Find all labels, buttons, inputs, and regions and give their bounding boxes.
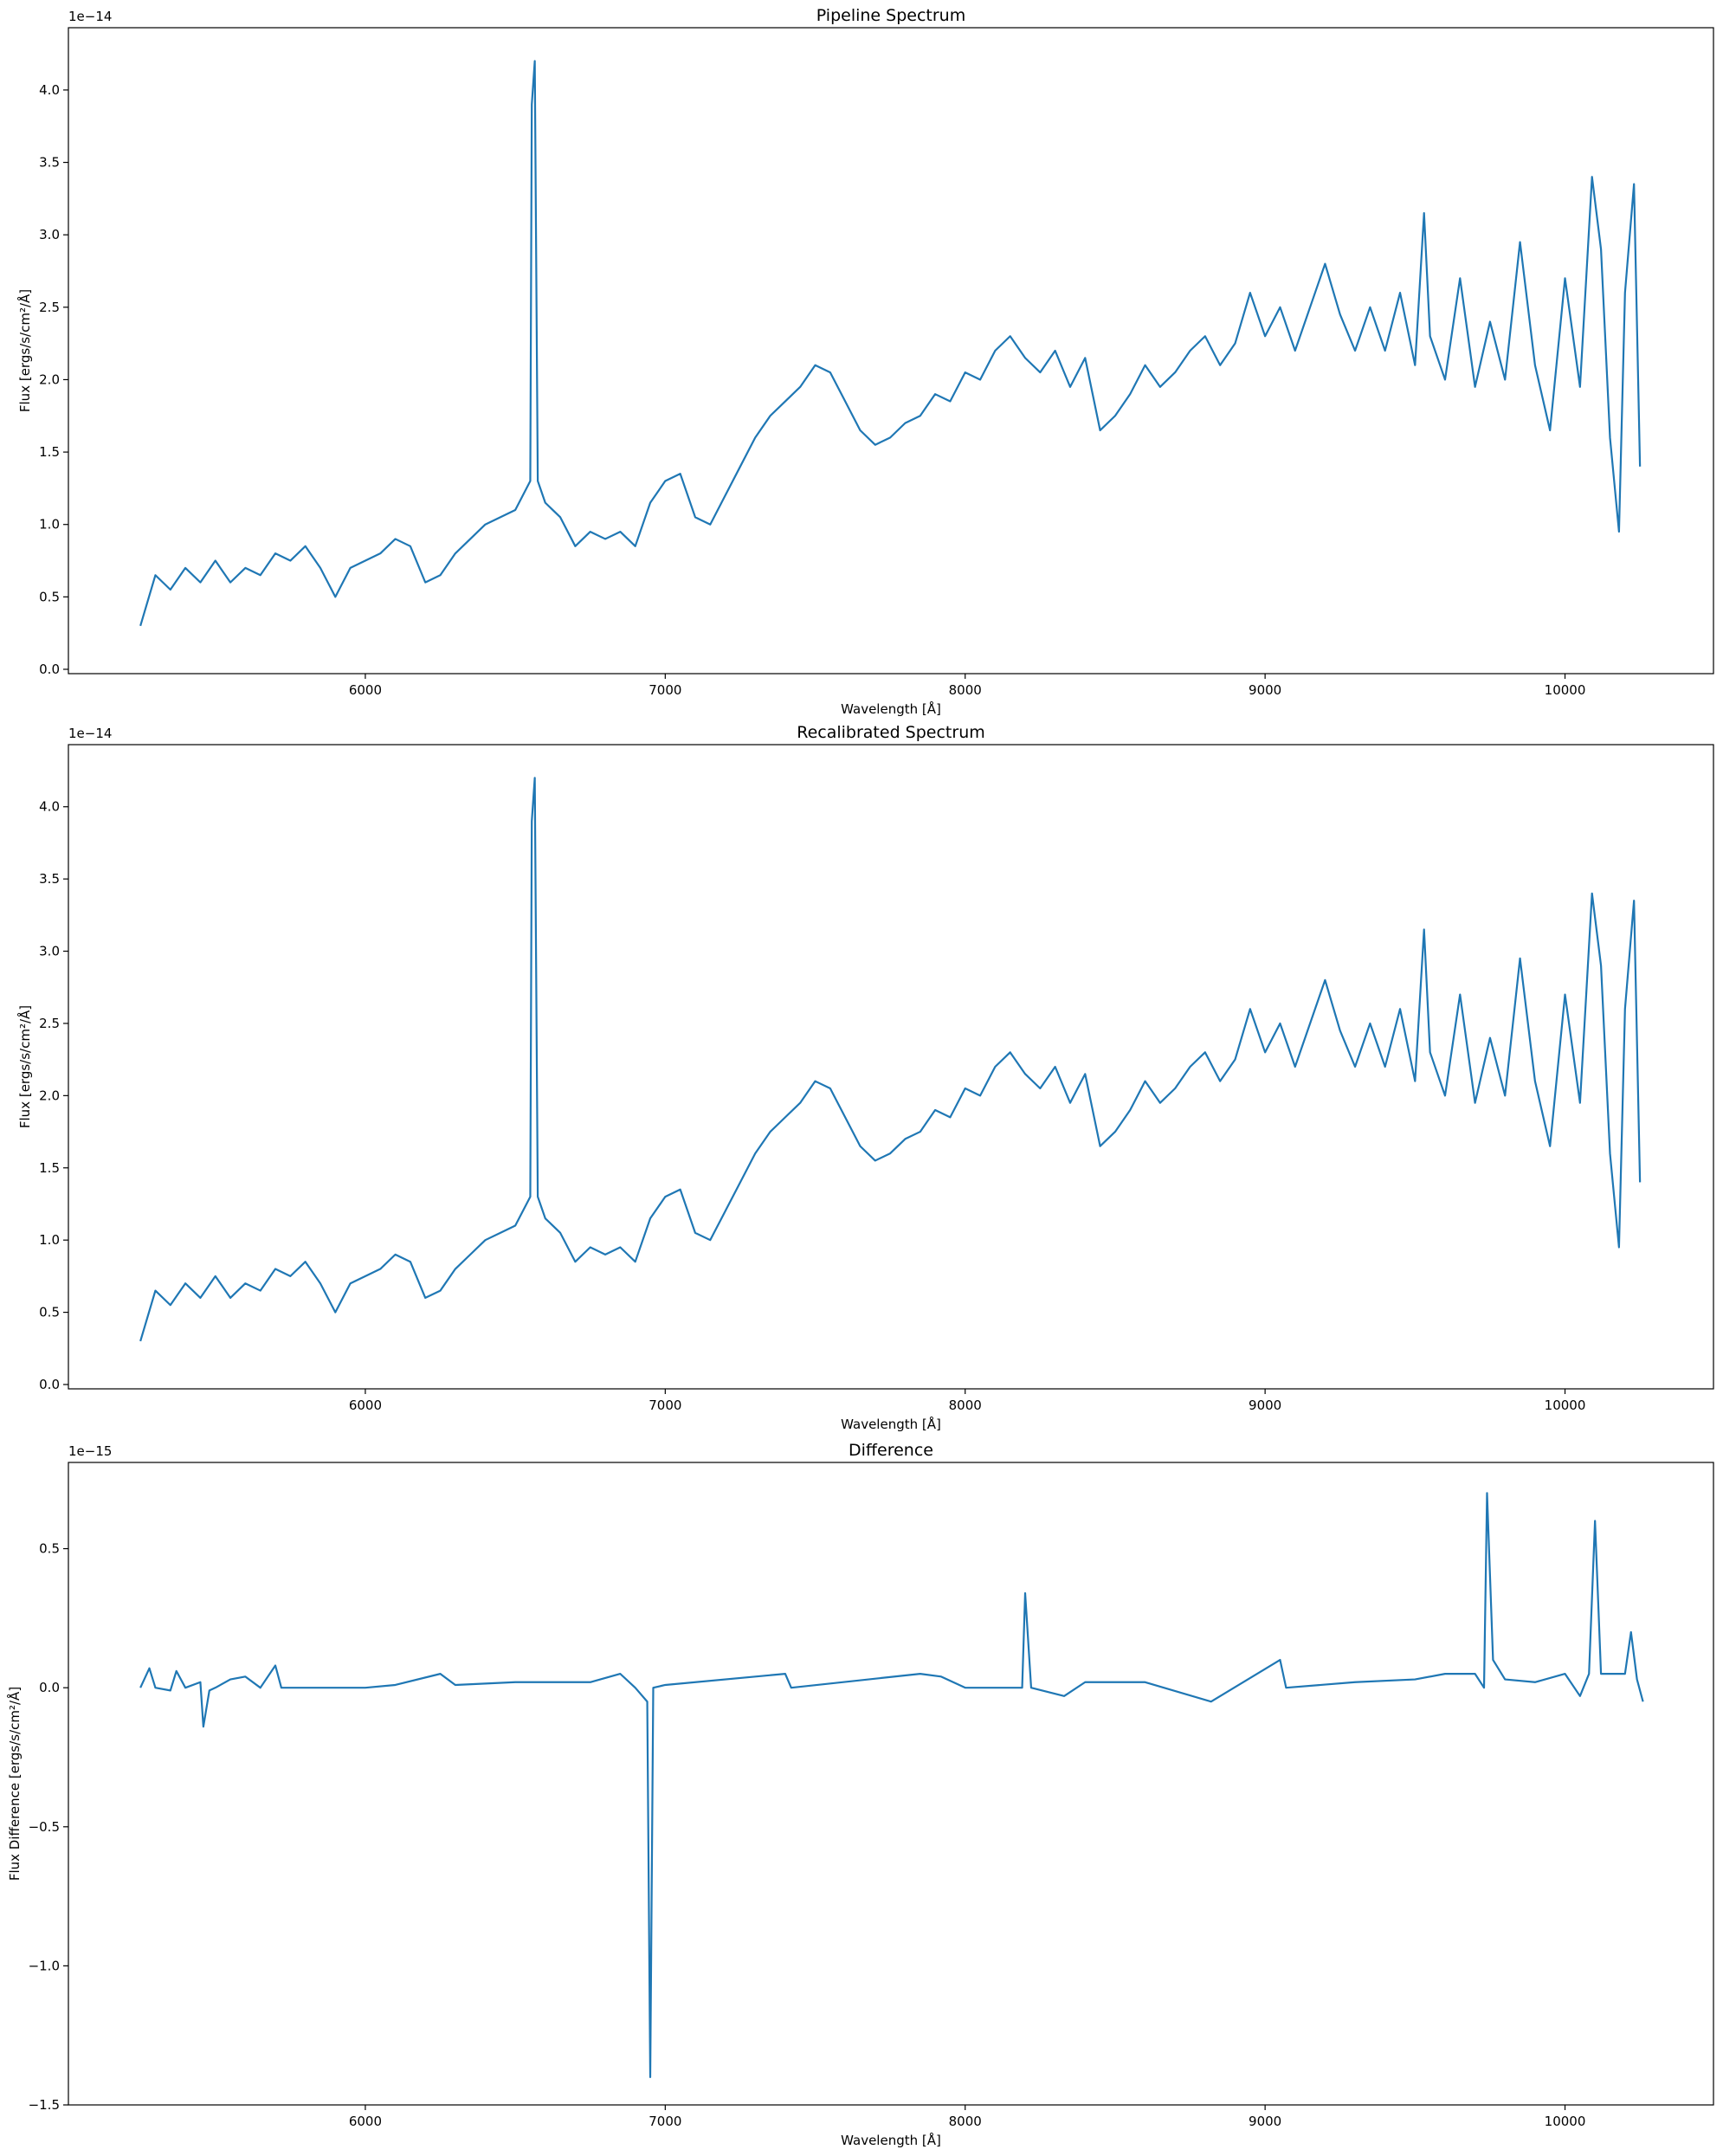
x-tick-label: 7000 bbox=[649, 682, 681, 698]
y-tick-label: −1.5 bbox=[29, 2097, 60, 2113]
chart-title: Difference bbox=[849, 1441, 933, 1460]
y-tick-label: 3.5 bbox=[39, 871, 60, 887]
x-tick-label: 9000 bbox=[1249, 682, 1281, 698]
y-tick-label: −1.0 bbox=[29, 1958, 60, 1973]
y-tick-label: 2.5 bbox=[39, 1016, 60, 1031]
y-tick-label: 0.0 bbox=[39, 1680, 60, 1695]
y-axis-label: Flux Difference [ergs/s/cm²/Å] bbox=[6, 1687, 23, 1881]
y-tick-label: 1.0 bbox=[39, 1232, 60, 1248]
y-axis-label: Flux [ergs/s/cm²/Å] bbox=[16, 1005, 33, 1128]
x-axis-label: Wavelength [Å] bbox=[841, 2132, 941, 2148]
x-tick-label: 10000 bbox=[1545, 1398, 1586, 1413]
y-tick-label: 0.5 bbox=[39, 589, 60, 604]
x-tick-label: 6000 bbox=[349, 682, 382, 698]
x-tick-label: 7000 bbox=[649, 2114, 681, 2129]
chart-title: Pipeline Spectrum bbox=[816, 6, 965, 25]
y-tick-label: 1.0 bbox=[39, 517, 60, 533]
y-tick-label: 3.0 bbox=[39, 944, 60, 959]
x-tick-label: 10000 bbox=[1545, 2114, 1586, 2129]
y-tick-label: 1.5 bbox=[39, 1160, 60, 1176]
x-tick-label: 9000 bbox=[1249, 2114, 1281, 2129]
spectrum-line bbox=[139, 777, 1642, 1342]
axes-frame bbox=[68, 27, 1714, 675]
x-tick-label: 7000 bbox=[649, 1398, 681, 1413]
y-tick-label: 1.5 bbox=[39, 444, 60, 460]
y-tick-label: 0.0 bbox=[39, 662, 60, 677]
y-tick-label: 2.5 bbox=[39, 300, 60, 315]
x-axis-label: Wavelength [Å] bbox=[841, 700, 941, 717]
x-tick-label: 8000 bbox=[949, 1398, 982, 1413]
y-tick-label: 0.0 bbox=[39, 1377, 60, 1392]
y-tick-label: 0.5 bbox=[39, 1541, 60, 1557]
y-tick-label: −0.5 bbox=[29, 1819, 60, 1835]
offset-label: 1e−14 bbox=[68, 726, 112, 741]
x-axis-label: Wavelength [Å] bbox=[841, 1416, 941, 1432]
spectrum-line bbox=[139, 60, 1642, 627]
y-axis-label: Flux [ergs/s/cm²/Å] bbox=[16, 289, 33, 412]
offset-label: 1e−14 bbox=[68, 9, 112, 24]
x-tick-label: 6000 bbox=[349, 2114, 382, 2129]
y-tick-label: 3.5 bbox=[39, 155, 60, 171]
y-tick-label: 0.5 bbox=[39, 1305, 60, 1320]
chart-title: Recalibrated Spectrum bbox=[797, 723, 985, 742]
y-tick-label: 4.0 bbox=[39, 799, 60, 815]
axes-frame bbox=[68, 1462, 1714, 2106]
y-tick-label: 2.0 bbox=[39, 1088, 60, 1103]
x-tick-label: 8000 bbox=[949, 682, 982, 698]
spectrum-line bbox=[139, 1492, 1644, 2078]
y-tick-label: 4.0 bbox=[39, 82, 60, 98]
y-tick-label: 3.0 bbox=[39, 227, 60, 242]
axes-frame bbox=[68, 744, 1714, 1390]
x-tick-label: 10000 bbox=[1545, 682, 1586, 698]
x-tick-label: 8000 bbox=[949, 2114, 982, 2129]
offset-label: 1e−15 bbox=[68, 1443, 112, 1459]
x-tick-label: 9000 bbox=[1249, 1398, 1281, 1413]
y-tick-label: 2.0 bbox=[39, 371, 60, 387]
x-tick-label: 6000 bbox=[349, 1398, 382, 1413]
